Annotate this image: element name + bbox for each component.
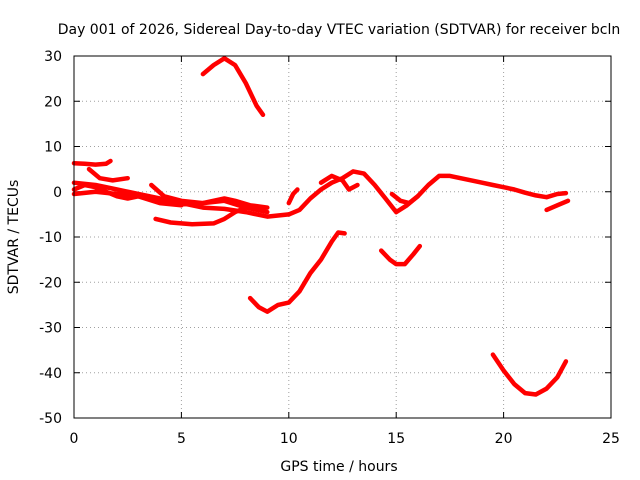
x-tick-label: 25: [602, 431, 620, 447]
y-tick-label: 0: [53, 185, 62, 201]
x-tick-label: 20: [495, 431, 513, 447]
y-tick-label: -40: [39, 366, 62, 382]
y-tick-label: -10: [39, 230, 62, 246]
x-tick-label: 15: [387, 431, 405, 447]
y-tick-label: 30: [44, 49, 62, 65]
y-tick-label: -20: [39, 275, 62, 291]
sdtvar-chart: Day 001 of 2026, Sidereal Day-to-day VTE…: [0, 0, 640, 480]
x-tick-label: 0: [70, 431, 79, 447]
y-tick-label: -50: [39, 411, 62, 427]
x-tick-label: 10: [280, 431, 298, 447]
x-axis-label: GPS time / hours: [280, 459, 397, 475]
y-tick-label: 20: [44, 94, 62, 110]
y-tick-label: 10: [44, 140, 62, 156]
y-axis-label: SDTVAR / TECUs: [6, 180, 22, 295]
chart-title: Day 001 of 2026, Sidereal Day-to-day VTE…: [58, 22, 621, 38]
x-tick-label: 5: [177, 431, 186, 447]
chart-background: [0, 0, 640, 480]
y-tick-label: -30: [39, 321, 62, 337]
